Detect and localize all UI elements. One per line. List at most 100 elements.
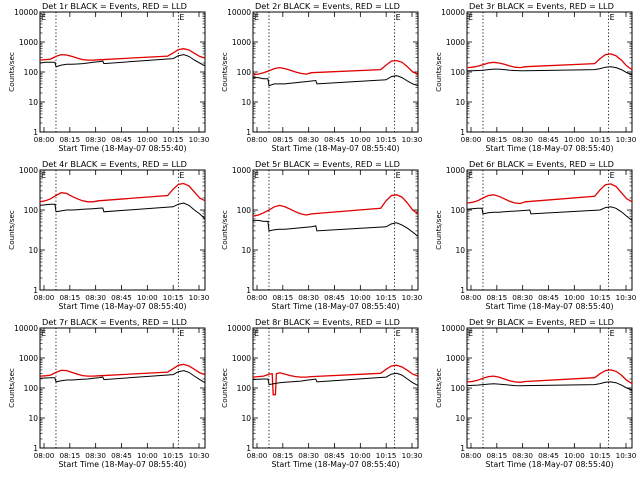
plot-frame — [39, 11, 206, 133]
x-tick-label: 08:45 — [324, 293, 345, 302]
plot-frame — [466, 169, 633, 291]
panel-title: Det 1r BLACK = Events, RED = LLD — [42, 1, 187, 11]
series-line-lld — [252, 59, 419, 76]
panel-det-2: Det 2r BLACK = Events, RED = LLD 1 10 100 10… — [220, 1, 423, 153]
y-tick-label: 1 — [460, 128, 465, 137]
series-line-lld — [39, 182, 206, 203]
panel-title: Det 2r BLACK = Events, RED = LLD — [255, 1, 400, 11]
series-line-lld — [466, 369, 633, 385]
x-tick-label: 08:15 — [59, 451, 80, 460]
y-axis-label: Counts/sec — [7, 52, 16, 92]
y-tick-label: 10 — [28, 414, 38, 423]
y-axis-label: Counts/sec — [434, 368, 443, 408]
y-tick-label: 1000 — [446, 354, 465, 363]
y-axis-label: Counts/sec — [434, 210, 443, 250]
x-tick-label: 10:30 — [616, 293, 637, 302]
panel-det-1: Det 1r BLACK = Events, RED = LLD 1 10 100 10… — [7, 1, 210, 153]
x-tick-label: 08:30 — [298, 135, 319, 144]
event-marker-label: E — [254, 171, 259, 180]
x-tick-label: 08:15 — [272, 135, 293, 144]
x-tick-label: 08:45 — [324, 451, 345, 460]
event-marker-label: E — [468, 329, 473, 338]
panel-title: Det 7r BLACK = Events, RED = LLD — [42, 317, 187, 327]
x-tick-label: 10:30 — [189, 293, 210, 302]
y-axis-label: Counts/sec — [434, 52, 443, 92]
x-tick-label: 08:00 — [247, 451, 268, 460]
x-tick-label: 08:15 — [486, 293, 507, 302]
y-tick-label: 1 — [33, 286, 38, 295]
x-tick-label: 10:00 — [137, 293, 158, 302]
panel-det-4: Det 4r BLACK = Events, RED = LLD 1 10 100 10… — [7, 159, 210, 311]
panel-title: Det 3r BLACK = Events, RED = LLD — [469, 1, 614, 11]
series-line-lld — [39, 48, 206, 61]
event-marker-label: E — [41, 13, 46, 22]
series-line-events — [39, 370, 206, 384]
y-tick-label: 100 — [24, 68, 39, 77]
x-tick-label: 10:15 — [590, 451, 611, 460]
y-tick-label: 10000 — [14, 324, 38, 333]
event-marker-label: E — [610, 171, 615, 180]
panel-det-8: Det 8r BLACK = Events, RED = LLD 1 10 100 10… — [220, 317, 423, 469]
y-tick-label: 10 — [455, 98, 465, 107]
series-line-lld — [39, 363, 206, 377]
y-tick-label: 1 — [33, 128, 38, 137]
x-tick-label: 10:30 — [402, 135, 423, 144]
x-axis-label: Start Time (18-May-07 08:55:40) — [485, 144, 613, 153]
event-marker-label: E — [41, 171, 46, 180]
x-tick-label: 08:00 — [461, 293, 482, 302]
x-tick-label: 08:30 — [298, 451, 319, 460]
x-tick-label: 08:15 — [272, 451, 293, 460]
x-axis-label: Start Time (18-May-07 08:55:40) — [271, 302, 399, 311]
x-tick-label: 08:30 — [85, 451, 106, 460]
y-axis-label: Counts/sec — [220, 210, 229, 250]
x-tick-label: 08:45 — [538, 293, 559, 302]
panel-title: Det 5r BLACK = Events, RED = LLD — [255, 159, 400, 169]
x-tick-label: 10:30 — [189, 451, 210, 460]
y-tick-label: 100 — [24, 206, 39, 215]
panel-det-6: Det 6r BLACK = Events, RED = LLD 1 10 100 10… — [434, 159, 637, 311]
y-tick-label: 1 — [246, 444, 251, 453]
series-line-events — [466, 206, 633, 221]
y-tick-label: 100 — [237, 68, 252, 77]
y-axis-label: Counts/sec — [220, 368, 229, 408]
y-tick-label: 100 — [237, 206, 252, 215]
x-tick-label: 10:15 — [590, 293, 611, 302]
x-tick-label: 08:00 — [34, 135, 55, 144]
event-marker-label: E — [396, 13, 401, 22]
y-tick-label: 100 — [237, 384, 252, 393]
y-tick-label: 10 — [455, 246, 465, 255]
y-tick-label: 1 — [33, 444, 38, 453]
y-tick-label: 10000 — [441, 324, 465, 333]
event-marker-label: E — [179, 329, 184, 338]
plot-frame — [39, 327, 206, 449]
y-tick-label: 10 — [241, 414, 251, 423]
x-tick-label: 08:30 — [512, 293, 533, 302]
plot-frame — [252, 327, 419, 449]
y-tick-label: 10 — [241, 246, 251, 255]
y-tick-label: 10000 — [227, 8, 251, 17]
y-tick-label: 10000 — [14, 8, 38, 17]
y-tick-label: 10000 — [441, 8, 465, 17]
y-tick-label: 1000 — [232, 354, 251, 363]
panel-det-5: Det 5r BLACK = Events, RED = LLD 1 10 100 10… — [220, 159, 423, 311]
x-tick-label: 10:15 — [376, 451, 397, 460]
y-tick-label: 10 — [28, 246, 38, 255]
y-tick-label: 10 — [241, 98, 251, 107]
x-tick-label: 08:30 — [298, 293, 319, 302]
y-tick-label: 1000 — [232, 166, 251, 175]
panel-title: Det 4r BLACK = Events, RED = LLD — [42, 159, 187, 169]
y-tick-label: 1000 — [446, 166, 465, 175]
x-tick-label: 10:30 — [189, 135, 210, 144]
x-axis-label: Start Time (18-May-07 08:55:40) — [58, 302, 186, 311]
x-tick-label: 10:00 — [137, 135, 158, 144]
x-tick-label: 10:00 — [137, 451, 158, 460]
x-tick-label: 08:45 — [324, 135, 345, 144]
event-marker-label: E — [468, 171, 473, 180]
x-tick-label: 08:00 — [461, 135, 482, 144]
y-tick-label: 1 — [246, 128, 251, 137]
x-tick-label: 10:15 — [163, 293, 184, 302]
x-tick-label: 10:15 — [376, 135, 397, 144]
x-tick-label: 10:00 — [350, 135, 371, 144]
x-tick-label: 10:00 — [350, 451, 371, 460]
series-line-events — [253, 75, 419, 87]
